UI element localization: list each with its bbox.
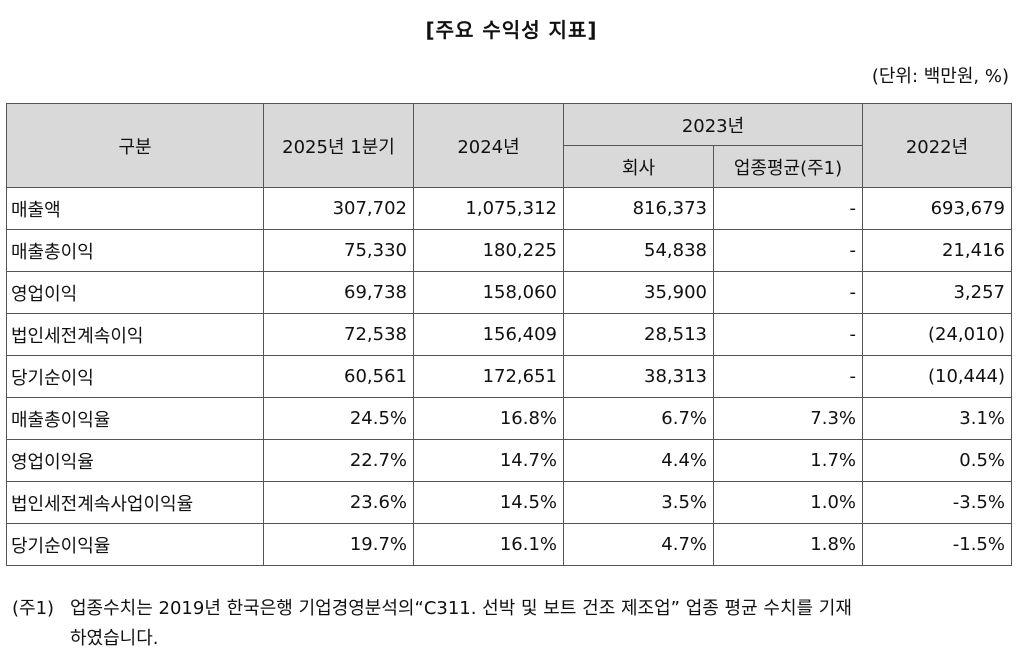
table-row: 법인세전계속이익 72,538 156,409 28,513- (24,010) (6, 313, 1012, 356)
cell-2022: 693,679 (862, 187, 1012, 230)
cell-2023-industry-average: - (713, 271, 863, 314)
table-row: 매출총이익 75,330 180,225 54,838-21,416 (6, 229, 1012, 272)
row-label: 법인세전계속이익 (6, 313, 264, 356)
header-2023-company: 회사 (563, 145, 714, 188)
row-label: 매출액 (6, 187, 264, 230)
cell-2022: 3.1% (862, 397, 1012, 440)
cell-2023-industry-average: - (713, 187, 863, 230)
table-row: 법인세전계속사업이익율 23.6% 14.5% 3.5% 1.0% -3.5% (6, 481, 1012, 524)
cell-2024: 14.7% (413, 439, 564, 482)
cell-2022: 0.5% (862, 439, 1012, 482)
page-title: [주요 수익성 지표] (425, 18, 598, 42)
cell-2025-q1: 69,738 (263, 271, 414, 314)
table-row: 영업이익 69,738 158,060 35,900-3,257 (6, 271, 1012, 314)
table-row: 매출액 307,702 1,075,312 816,373-693,679 (6, 187, 1012, 230)
footnote-prefix: (주1) (12, 598, 55, 619)
cell-2023-company: 35,900 (563, 271, 714, 314)
cell-2025-q1: 72,538 (263, 313, 414, 356)
cell-2025-q1: 22.7% (263, 439, 414, 482)
cell-2023-industry-average: 1.7% (713, 439, 863, 482)
cell-2022: -1.5% (862, 523, 1012, 566)
header-2024: 2024년 (413, 103, 564, 188)
unit-label: (단위: 백만원, %) (871, 66, 1009, 87)
cell-2023-company: 6.7% (563, 397, 714, 440)
cell-2025-q1: 19.7% (263, 523, 414, 566)
cell-2023-industry-average: 1.0% (713, 481, 863, 524)
header-category: 구분 (6, 103, 264, 188)
cell-2025-q1: 307,702 (263, 187, 414, 230)
table-row: 매출총이익율 24.5% 16.8% 6.7% 7.3% 3.1% (6, 397, 1012, 440)
cell-2025-q1: 60,561 (263, 355, 414, 398)
cell-2022: (24,010) (862, 313, 1012, 356)
cell-2022: 21,416 (862, 229, 1012, 272)
table-row: 당기순이익율 19.7% 16.1% 4.7% 1.8% -1.5% (6, 523, 1012, 566)
cell-2022: -3.5% (862, 481, 1012, 524)
row-label: 영업이익율 (6, 439, 264, 482)
table-row: 당기순이익 60,561 172,651 38,313- (10,444) (6, 355, 1012, 398)
row-label: 당기순이익 (6, 355, 264, 398)
profitability-table: 구분 2025년 1분기 2024년 2023년 2022년 회사 업종평균(주… (6, 103, 1012, 566)
cell-2023-company: 38,313 (563, 355, 714, 398)
footnote-line-1: (주1) 업종수치는 2019년 한국은행 기업경영분석의“C311. 선박 및 … (12, 594, 1012, 624)
header-2025-q1: 2025년 1분기 (263, 103, 414, 188)
cell-2024: 180,225 (413, 229, 564, 272)
cell-2023-industry-average: - (713, 313, 863, 356)
table-row: 영업이익율 22.7% 14.7% 4.4% 1.7% 0.5% (6, 439, 1012, 482)
footnote: (주1) 업종수치는 2019년 한국은행 기업경영분석의“C311. 선박 및 … (12, 594, 1012, 654)
cell-2024: 156,409 (413, 313, 564, 356)
cell-2023-company: 4.4% (563, 439, 714, 482)
cell-2024: 16.1% (413, 523, 564, 566)
cell-2024: 158,060 (413, 271, 564, 314)
cell-2023-company: 4.7% (563, 523, 714, 566)
row-label: 영업이익 (6, 271, 264, 314)
cell-2023-company: 28,513 (563, 313, 714, 356)
row-label: 매출총이익율 (6, 397, 264, 440)
cell-2023-industry-average: - (713, 355, 863, 398)
table-body: 매출액 307,702 1,075,312 816,373-693,679 매출총이익 7… (6, 187, 1012, 566)
cell-2024: 14.5% (413, 481, 564, 524)
cell-2023-industry-average: - (713, 229, 863, 272)
cell-2022: 3,257 (862, 271, 1012, 314)
row-label: 당기순이익율 (6, 523, 264, 566)
header-2022: 2022년 (862, 103, 1012, 188)
header-2023-industry-average: 업종평균(주1) (713, 145, 863, 188)
cell-2023-industry-average: 7.3% (713, 397, 863, 440)
cell-2024: 1,075,312 (413, 187, 564, 230)
cell-2023-company: 816,373 (563, 187, 714, 230)
cell-2023-industry-average: 1.8% (713, 523, 863, 566)
cell-2024: 172,651 (413, 355, 564, 398)
header-2023: 2023년 (563, 103, 863, 146)
footnote-line-2: 하였습니다. (70, 628, 159, 649)
cell-2022: (10,444) (862, 355, 1012, 398)
row-label: 법인세전계속사업이익율 (6, 481, 264, 524)
cell-2025-q1: 75,330 (263, 229, 414, 272)
cell-2025-q1: 23.6% (263, 481, 414, 524)
cell-2023-company: 54,838 (563, 229, 714, 272)
cell-2024: 16.8% (413, 397, 564, 440)
cell-2023-company: 3.5% (563, 481, 714, 524)
footnote-text: 업종수치는 2019년 한국은행 기업경영분석의“C311. 선박 및 보트 건… (70, 598, 852, 619)
row-label: 매출총이익 (6, 229, 264, 272)
cell-2025-q1: 24.5% (263, 397, 414, 440)
